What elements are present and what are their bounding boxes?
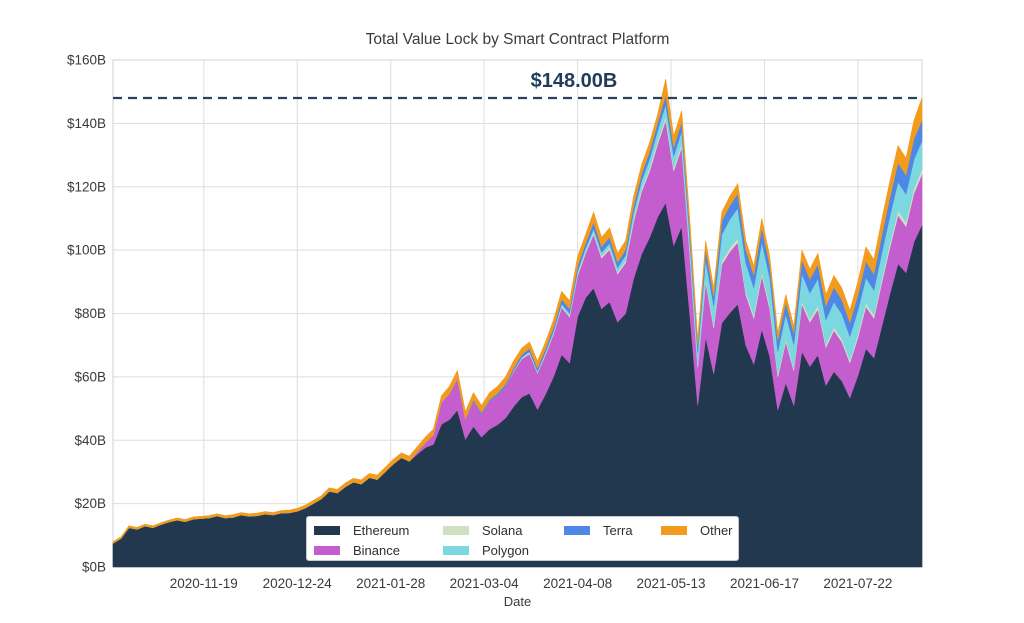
legend-swatch-binance [314, 545, 340, 555]
legend-swatch-other [661, 525, 687, 535]
legend-label: Ethereum [353, 522, 410, 538]
legend-label: Solana [482, 522, 523, 538]
x-tick-label: 2021-07-22 [823, 576, 892, 591]
legend-item-binance: Binance [314, 542, 400, 558]
x-tick-label: 2021-04-08 [543, 576, 612, 591]
legend-swatch-ethereum [314, 525, 340, 535]
legend-swatch-solana [443, 525, 469, 535]
y-tick-label: $80B [74, 306, 106, 321]
y-tick-label: $140B [67, 116, 106, 131]
stacked-areas [112, 78, 923, 568]
legend-item-polygon: Polygon [443, 542, 529, 558]
x-tick-label: 2021-01-28 [356, 576, 425, 591]
x-tick-label: 2020-12-24 [263, 576, 333, 591]
x-tick-label: 2020-11-19 [170, 576, 238, 591]
legend-item-ethereum: Ethereum [314, 522, 410, 538]
y-tick-label: $120B [67, 179, 106, 194]
x-tick-label: 2021-03-04 [450, 576, 520, 591]
y-tick-label: $160B [67, 53, 106, 68]
legend-swatch-terra [564, 525, 590, 535]
area-other [112, 78, 923, 544]
legend-swatch-polygon [443, 545, 469, 555]
legend-label: Binance [353, 542, 400, 558]
legend-item-other: Other [661, 522, 733, 538]
legend-item-terra: Terra [564, 522, 633, 538]
y-tick-label: $100B [67, 243, 106, 258]
legend-label: Terra [603, 522, 633, 538]
x-tick-label: 2021-06-17 [730, 576, 799, 591]
legend-label: Polygon [482, 542, 529, 558]
y-tick-label: $0B [82, 560, 106, 575]
legend-label: Other [700, 522, 733, 538]
y-tick-label: $20B [74, 496, 106, 511]
tick-labels: $0B $20B $40B $60B $80B $100B $120B $140B $160B 2… [67, 53, 892, 592]
legend: Ethereum Binance Solana Polygon Terra Other [306, 516, 739, 561]
y-tick-label: $60B [74, 369, 106, 384]
legend-item-solana: Solana [443, 522, 523, 538]
x-tick-label: 2021-05-13 [636, 576, 705, 591]
y-tick-label: $40B [74, 433, 106, 448]
